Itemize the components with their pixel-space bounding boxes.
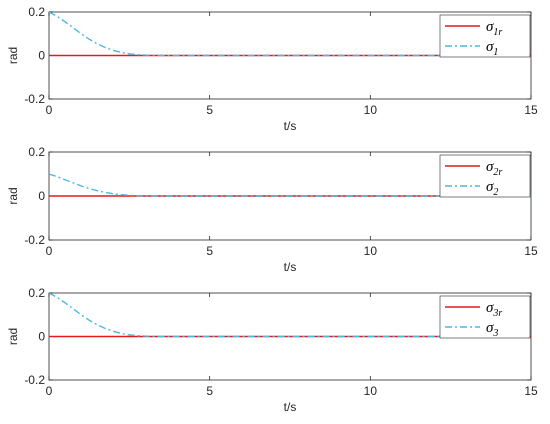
legend-entry-label: σ3r bbox=[486, 300, 502, 319]
legend-box bbox=[439, 295, 531, 339]
y-axis-label: rad bbox=[6, 47, 20, 64]
x-axis-label: t/s bbox=[284, 119, 297, 133]
y-tick-label: 0 bbox=[38, 49, 45, 63]
legend-subscript: 3r bbox=[492, 308, 502, 319]
legend-entry-label: σ1 bbox=[486, 39, 498, 58]
y-tick-label: 0 bbox=[38, 189, 45, 203]
legend-subscript: 3 bbox=[492, 328, 498, 339]
x-tick-label: 5 bbox=[206, 384, 213, 398]
x-tick-label: 0 bbox=[46, 103, 53, 117]
y-tick-label: 0 bbox=[38, 330, 45, 344]
y-axis-label: rad bbox=[6, 328, 20, 345]
x-axis-label: t/s bbox=[284, 400, 297, 414]
legend-entry-label: σ2 bbox=[486, 179, 498, 198]
y-axis-label: rad bbox=[6, 187, 20, 204]
x-tick-label: 10 bbox=[364, 384, 378, 398]
legend-symbol: σ bbox=[486, 19, 494, 35]
legend-box bbox=[439, 14, 531, 58]
x-tick-label: 10 bbox=[364, 244, 378, 258]
legend-symbol: σ bbox=[486, 39, 494, 55]
x-tick-label: 15 bbox=[524, 244, 538, 258]
legend-entry-label: σ3 bbox=[486, 320, 498, 339]
legend-subscript: 1 bbox=[493, 47, 498, 58]
series-line-σ1 bbox=[49, 12, 531, 57]
legend-entry-label: σ1r bbox=[486, 19, 502, 38]
y-tick-label: -0.2 bbox=[24, 373, 45, 387]
x-tick-label: 0 bbox=[46, 384, 53, 398]
y-tick-label: 0.2 bbox=[28, 5, 45, 19]
legend-entry-label: σ2r bbox=[486, 159, 502, 178]
legend-box bbox=[439, 154, 531, 198]
legend-subscript: 1r bbox=[493, 27, 502, 38]
legend-symbol: σ bbox=[486, 320, 494, 336]
y-tick-label: 0.2 bbox=[28, 145, 45, 159]
x-tick-label: 10 bbox=[364, 103, 378, 117]
x-axis-label: t/s bbox=[284, 260, 297, 274]
legend-symbol: σ bbox=[486, 179, 494, 195]
x-tick-label: 5 bbox=[206, 244, 213, 258]
series-line-σ2 bbox=[49, 173, 531, 197]
y-tick-label: -0.2 bbox=[24, 92, 45, 106]
legend-symbol: σ bbox=[486, 300, 494, 316]
y-tick-label: -0.2 bbox=[24, 233, 45, 247]
x-tick-label: 15 bbox=[524, 384, 538, 398]
legend-subscript: 2 bbox=[493, 187, 498, 198]
x-tick-label: 5 bbox=[206, 103, 213, 117]
series-line-σ3 bbox=[49, 293, 531, 338]
x-tick-label: 0 bbox=[46, 244, 53, 258]
y-tick-label: 0.2 bbox=[28, 286, 45, 300]
x-tick-label: 15 bbox=[524, 103, 538, 117]
legend-subscript: 2r bbox=[493, 167, 502, 178]
legend-symbol: σ bbox=[486, 159, 494, 175]
